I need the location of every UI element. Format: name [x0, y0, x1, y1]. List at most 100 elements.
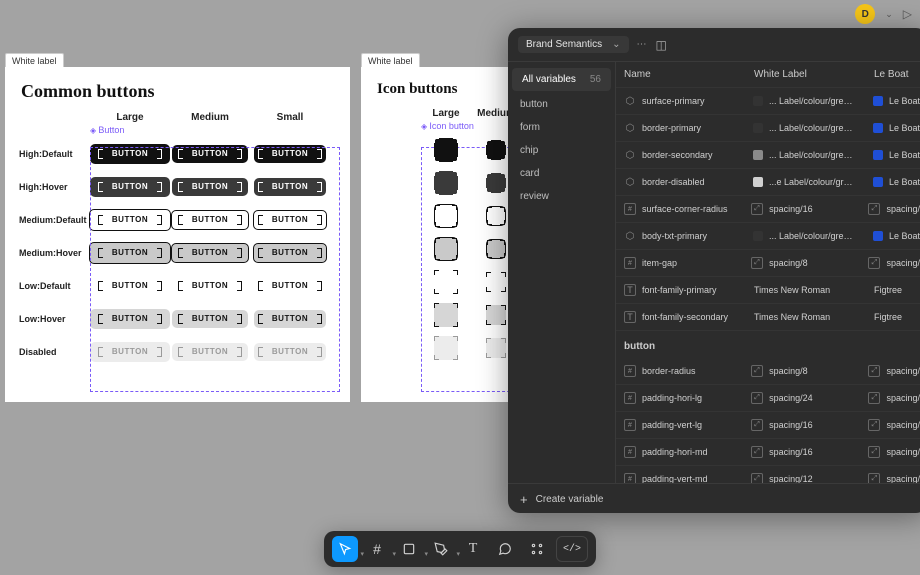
variable-value[interactable]: spacing/8 [769, 366, 808, 376]
variable-row[interactable]: #padding-vert-lg⤢spacing/16⤢spacing/ [616, 412, 920, 439]
more-menu[interactable]: ⋯ [637, 39, 648, 50]
color-swatch [753, 96, 763, 106]
selection-tag: Button [90, 125, 350, 135]
variable-row[interactable]: ⬡ border-secondary ... Label/colour/grey-6… [616, 142, 920, 169]
variable-row[interactable]: ⬡body-txt-primary... Label/colour/grey-1… [616, 223, 920, 250]
variable-row[interactable]: #padding-hori-md⤢spacing/16⤢spacing/ [616, 439, 920, 466]
variable-name: border-disabled [642, 177, 705, 187]
variable-value[interactable]: spacing/ [886, 393, 920, 403]
variable-value[interactable]: Figtree [874, 312, 902, 322]
selection-outline [90, 147, 340, 392]
variable-value[interactable]: ... Label/colour/grey-60 [769, 150, 857, 160]
variable-value[interactable]: spacing/ [886, 474, 920, 483]
variable-value[interactable]: spacing/16 [769, 447, 813, 457]
color-type-icon: ⬡ [624, 176, 636, 188]
collection-dropdown[interactable]: Brand Semantics [518, 36, 629, 53]
variable-value[interactable]: ... Label/colour/grey-100 [769, 96, 857, 106]
text-tool[interactable]: T [460, 536, 486, 562]
sample-icon-button[interactable] [434, 237, 458, 261]
sample-icon-button[interactable] [434, 138, 458, 162]
variable-value[interactable]: spacing/16 [769, 204, 813, 214]
variable-value[interactable]: spacing/ [886, 366, 920, 376]
sidebar-all-variables[interactable]: All variables 56 [512, 68, 611, 91]
avatar-caret[interactable]: ⌄ [885, 9, 893, 20]
variable-row[interactable]: ⬡ border-disabled ...e Label/colour/grey-2… [616, 169, 920, 196]
variable-value[interactable]: ... Label/colour/grey-100 [769, 123, 857, 133]
frame-tool[interactable]: #▾ [364, 536, 390, 562]
row-label: High:Hover [5, 182, 90, 192]
variable-value[interactable]: Figtree [874, 285, 902, 295]
create-variable-button[interactable]: Create variable [536, 494, 604, 505]
color-swatch [873, 231, 883, 241]
variable-value[interactable]: spacing/ [886, 420, 920, 430]
group-header[interactable]: button [616, 331, 920, 358]
comment-tool[interactable] [492, 536, 518, 562]
num-type-icon: # [624, 257, 636, 269]
variable-value[interactable]: Le Boat [889, 123, 920, 133]
variable-row[interactable]: #border-radius⤢spacing/8⤢spacing/ [616, 358, 920, 385]
color-swatch [753, 177, 763, 187]
variable-value[interactable]: spacing/ [886, 258, 920, 268]
color-swatch [753, 150, 763, 160]
variable-value[interactable]: spacing/8 [769, 258, 808, 268]
sidebar-item[interactable]: form [508, 116, 615, 139]
sample-icon-button[interactable] [434, 270, 458, 294]
sample-icon-button[interactable] [486, 173, 506, 193]
sidebar-item[interactable]: card [508, 162, 615, 185]
dev-mode-toggle[interactable]: </> [556, 536, 588, 562]
num-type-icon: # [624, 392, 636, 404]
sample-icon-button[interactable] [486, 140, 506, 160]
variable-row[interactable]: #padding-hori-lg⤢spacing/24⤢spacing/ [616, 385, 920, 412]
shape-tool[interactable]: ▾ [396, 536, 422, 562]
sample-icon-button[interactable] [434, 336, 458, 360]
canvas-toolbar: ▾ #▾ ▾ ▾ T </> [324, 531, 596, 567]
variable-row[interactable]: #item-gap⤢spacing/8⤢spacing/ [616, 250, 920, 277]
variables-table: Name White Label Le Boat ⬡surface-primar… [616, 62, 920, 483]
variable-value[interactable]: spacing/16 [769, 420, 813, 430]
variable-value[interactable]: spacing/ [886, 447, 920, 457]
present-button[interactable]: ▷ [903, 7, 912, 21]
variable-value[interactable]: Le Boat [889, 96, 920, 106]
variable-value[interactable]: ...e Label/colour/grey-20 [769, 177, 857, 187]
sample-icon-button[interactable] [486, 272, 506, 292]
variable-name: padding-hori-lg [642, 393, 702, 403]
color-type-icon: ⬡ [624, 149, 636, 161]
variable-value[interactable]: Le Boat [889, 150, 920, 160]
move-tool[interactable]: ▾ [332, 536, 358, 562]
sample-icon-button[interactable] [434, 171, 458, 195]
variable-value[interactable]: spacing/24 [769, 393, 813, 403]
variable-name: border-secondary [642, 150, 713, 160]
sample-icon-button[interactable] [486, 206, 506, 226]
variable-row[interactable]: #padding-vert-md⤢spacing/12⤢spacing/ [616, 466, 920, 483]
variable-value[interactable]: Times New Roman [754, 312, 830, 322]
variable-value[interactable]: Times New Roman [754, 285, 830, 295]
user-avatar[interactable]: D [855, 4, 875, 24]
variable-row[interactable]: ⬡border-primary... Label/colour/grey-100… [616, 115, 920, 142]
pen-tool[interactable]: ▾ [428, 536, 454, 562]
sidebar-item[interactable]: review [508, 185, 615, 208]
sample-icon-button[interactable] [434, 204, 458, 228]
frame-common-buttons[interactable]: Common buttons Large Medium Small Button… [5, 67, 350, 402]
variable-value[interactable]: Le Boat [889, 177, 920, 187]
variable-value[interactable]: ... Label/colour/grey-100 [769, 231, 857, 241]
variable-row[interactable]: font-family-secondaryTimes New RomanFigt… [616, 304, 920, 331]
variable-value[interactable]: Le Boat [889, 231, 920, 241]
actions-tool[interactable] [524, 536, 550, 562]
panel-sidebar: All variables 56 buttonformchipcardrevie… [508, 62, 616, 483]
color-swatch [753, 123, 763, 133]
num-type-icon: # [624, 203, 636, 215]
variable-value[interactable]: spacing/12 [769, 474, 813, 483]
plus-icon: + [520, 492, 528, 507]
variable-row[interactable]: font-family-primaryTimes New RomanFigtre… [616, 277, 920, 304]
sample-icon-button[interactable] [434, 303, 458, 327]
sidebar-item[interactable]: chip [508, 139, 615, 162]
row-label: Medium:Hover [5, 248, 90, 258]
sidebar-toggle-icon[interactable]: ◫ [656, 38, 667, 52]
variable-value[interactable]: spacing/ [886, 204, 920, 214]
sample-icon-button[interactable] [486, 305, 506, 325]
sample-icon-button[interactable] [486, 338, 506, 358]
sample-icon-button[interactable] [486, 239, 506, 259]
sidebar-item[interactable]: button [508, 93, 615, 116]
variable-row[interactable]: ⬡surface-primary... Label/colour/grey-10… [616, 88, 920, 115]
variable-row[interactable]: #surface-corner-radius⤢spacing/16⤢spacin… [616, 196, 920, 223]
